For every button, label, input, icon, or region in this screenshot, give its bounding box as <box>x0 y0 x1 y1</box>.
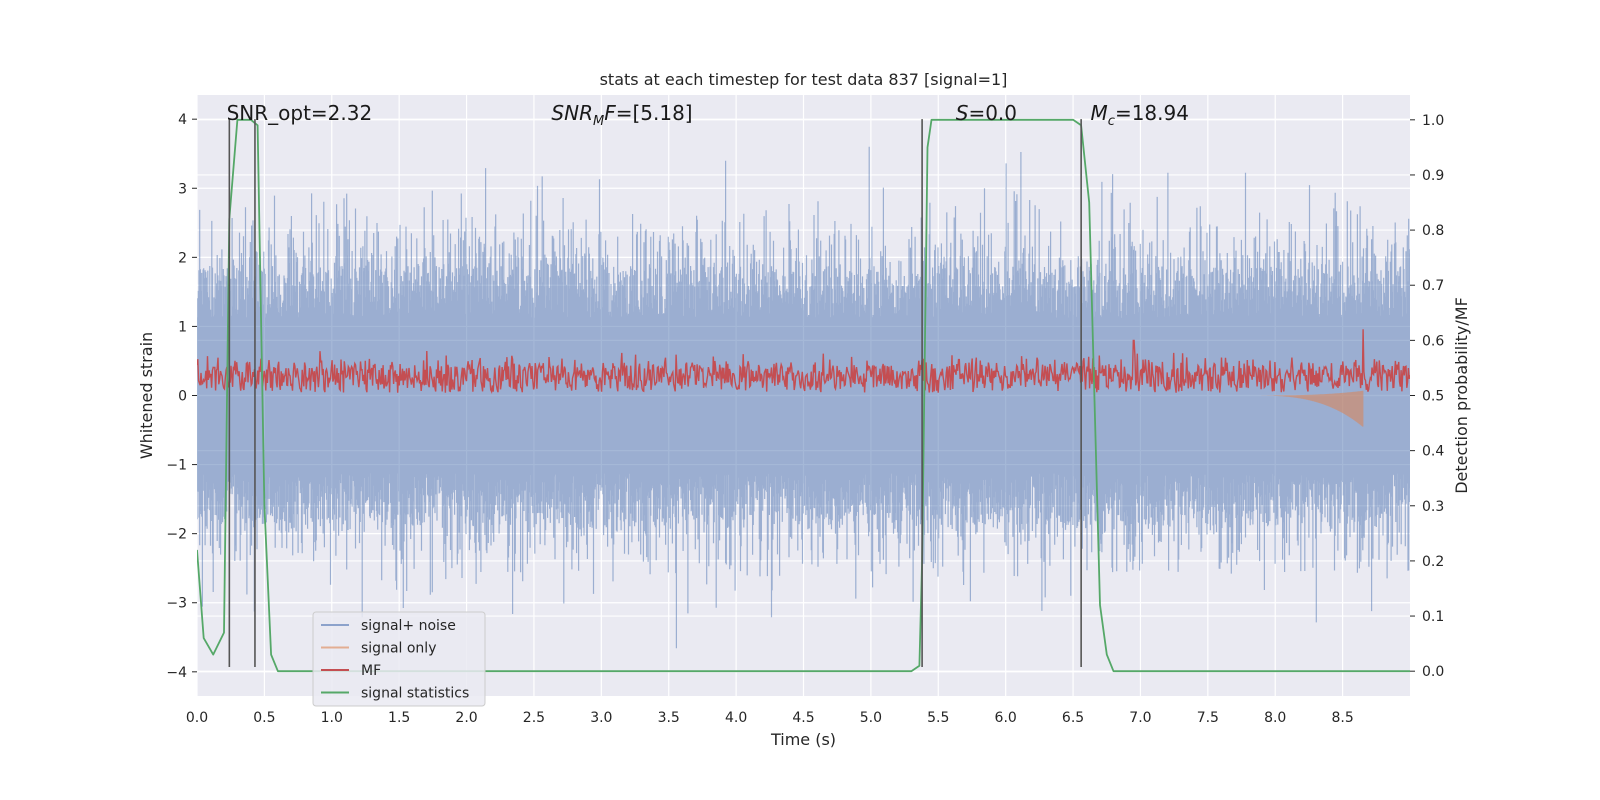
annotation-s: S=0.0 <box>956 101 1017 125</box>
x-tick-label: 3.0 <box>590 710 612 726</box>
vertical-markers <box>228 119 1082 667</box>
chart-title: stats at each timestep for test data 837… <box>600 70 1008 89</box>
axes: 0.0 0.5 1.0 1.5 2.0 2.5 3.0 3.5 4.0 4.5 5.0 5.5 6.0 6… <box>166 112 1444 726</box>
annotation-snr-mf: SNRMF=[5.18] <box>551 101 692 129</box>
y2-tick-label: 1.0 <box>1422 113 1444 129</box>
y-tick-label: 0 <box>178 389 187 405</box>
y2-tick-label: 0.8 <box>1422 223 1444 239</box>
y-tick-label: −3 <box>166 596 187 612</box>
y2-tick-label: 0.5 <box>1422 389 1444 405</box>
x-tick-label: 8.0 <box>1264 710 1286 726</box>
x-tick-label: 2.0 <box>455 710 477 726</box>
x-tick-label: 7.0 <box>1129 710 1151 726</box>
annotations: SNR_opt=2.32 SNRMF=[5.18] S=0.0 Mc=18.94 <box>227 101 1189 129</box>
legend-label-signal-noise: signal+ noise <box>361 618 456 634</box>
x-tick-label: 4.5 <box>792 710 814 726</box>
legend: signal+ noise signal only MF signal stat… <box>312 611 486 707</box>
annotation-mc: Mc=18.94 <box>1091 101 1189 129</box>
y2-tick-label: 0.0 <box>1422 664 1444 680</box>
x-tick-label: 5.5 <box>927 710 949 726</box>
y-tick-label: 3 <box>178 181 187 197</box>
y2-axis-label: Detection probability/MF <box>1452 297 1471 494</box>
y-tick-label: −2 <box>166 527 187 543</box>
legend-label-mf: MF <box>361 663 381 679</box>
x-tick-label: 2.5 <box>523 710 545 726</box>
y2-tick-label: 0.9 <box>1422 168 1444 184</box>
x-tick-label: 7.5 <box>1197 710 1219 726</box>
legend-box <box>312 611 486 707</box>
x-tick-label: 1.0 <box>321 710 343 726</box>
y-tick-label: 1 <box>178 319 187 335</box>
y-tick-label: −1 <box>166 458 187 474</box>
series-mf <box>197 329 1410 395</box>
x-tick-label: 4.0 <box>725 710 747 726</box>
x-tick-label: 1.5 <box>388 710 410 726</box>
y2-tick-label: 0.2 <box>1422 554 1444 570</box>
x-tick-label: 6.5 <box>1062 710 1084 726</box>
y-axis-label: Whitened strain <box>137 332 156 459</box>
x-tick-label: 8.5 <box>1331 710 1353 726</box>
x-tick-label: 0.0 <box>186 710 208 726</box>
series-signal-only <box>1261 390 1364 427</box>
y2-tick-label: 0.1 <box>1422 609 1444 625</box>
annotation-snr-opt: SNR_opt=2.32 <box>227 101 373 125</box>
y2-tick-label: 0.4 <box>1422 444 1444 460</box>
series-layer <box>197 118 1410 673</box>
y2-tick-label: 0.7 <box>1422 278 1444 294</box>
x-tick-label: 5.0 <box>860 710 882 726</box>
series-signal-statistics <box>197 118 1410 673</box>
legend-label-signal-only: signal only <box>361 641 436 657</box>
x-tick-label: 6.0 <box>995 710 1017 726</box>
x-tick-label: 3.5 <box>658 710 680 726</box>
y2-tick-label: 0.6 <box>1422 333 1444 349</box>
x-axis-label: Time (s) <box>770 730 836 749</box>
y-tick-label: −4 <box>166 665 187 681</box>
x-tick-label: 0.5 <box>253 710 275 726</box>
legend-label-signal-statistics: signal statistics <box>361 686 469 702</box>
y2-tick-label: 0.3 <box>1422 499 1444 515</box>
y-tick-label: 2 <box>178 250 187 266</box>
y-tick-label: 4 <box>178 112 187 128</box>
